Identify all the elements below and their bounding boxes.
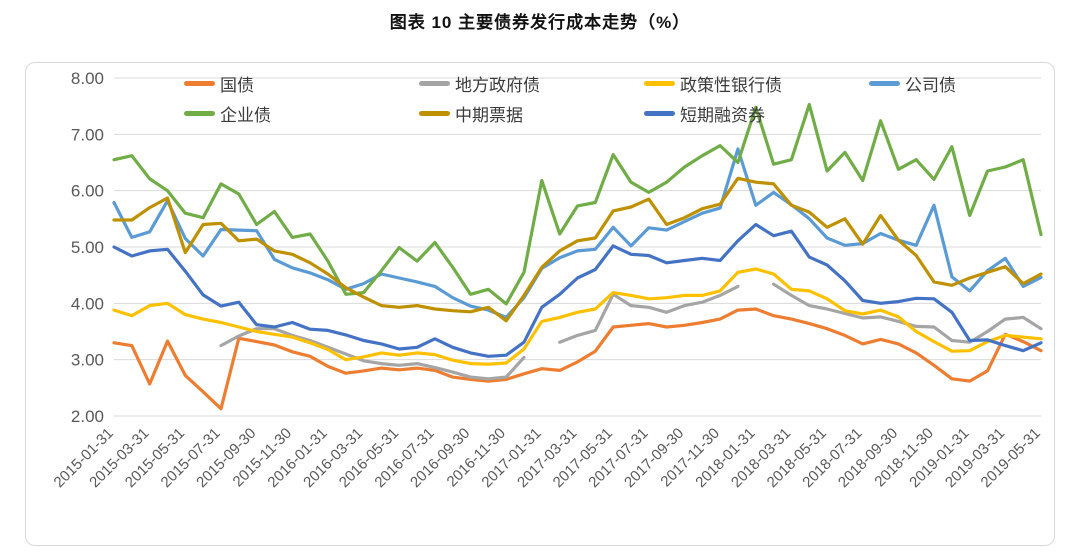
chart-area: 国债 地方政府债 政策性银行债 公司债 企业债 中期票据 bbox=[25, 62, 1055, 546]
legend-item-corporate-bond: 公司债 bbox=[869, 72, 956, 95]
series-line-企业债 bbox=[112, 102, 1043, 306]
chart-title: 图表 10 主要债券发行成本走势（%） bbox=[389, 13, 691, 32]
legend-item-medium-term-note: 中期票据 bbox=[419, 102, 523, 125]
legend-item-policy-bank-bond: 政策性银行债 bbox=[644, 72, 782, 95]
y-axis-tick-label: 4.00 bbox=[71, 294, 104, 313]
legend-swatch-treasury-bond bbox=[184, 80, 215, 86]
series-line-政策性银行债 bbox=[112, 267, 1043, 366]
legend-label: 企业债 bbox=[220, 105, 271, 125]
legend: 国债 地方政府债 政策性银行债 公司债 企业债 中期票据 bbox=[26, 63, 1054, 133]
y-axis-tick-label: 6.00 bbox=[71, 182, 104, 201]
y-axis-tick-label: 2.00 bbox=[71, 407, 104, 426]
series-line-短期融资券 bbox=[112, 222, 1043, 358]
legend-item-local-government-bond: 地方政府债 bbox=[419, 72, 540, 95]
y-axis-tick-label: 8.00 bbox=[71, 69, 104, 88]
legend-item-enterprise-bond: 企业债 bbox=[184, 102, 271, 125]
legend-label: 短期融资券 bbox=[680, 105, 765, 125]
legend-swatch-short-term-financing-bill bbox=[644, 110, 675, 116]
series-line-地方政府债 bbox=[558, 284, 740, 344]
legend-swatch-medium-term-note bbox=[419, 110, 450, 116]
legend-item-treasury-bond: 国债 bbox=[184, 72, 254, 95]
series-line-国债 bbox=[112, 307, 1043, 411]
plot-svg: 8.007.006.005.004.003.002.002015-01-3120… bbox=[51, 69, 1044, 491]
y-axis-tick-label: 5.00 bbox=[71, 238, 104, 257]
legend-label: 中期票据 bbox=[455, 105, 523, 125]
legend-label: 地方政府债 bbox=[455, 75, 540, 95]
legend-item-short-term-financing-bill: 短期融资券 bbox=[644, 102, 765, 125]
legend-label: 公司债 bbox=[905, 75, 956, 95]
legend-swatch-enterprise-bond bbox=[184, 110, 215, 116]
legend-swatch-policy-bank-bond bbox=[644, 80, 675, 86]
series-line-地方政府债 bbox=[219, 327, 526, 381]
series-line-中期票据 bbox=[112, 176, 1043, 323]
series-line-公司债 bbox=[112, 147, 1043, 319]
legend-swatch-local-government-bond bbox=[419, 80, 450, 86]
y-axis-tick-label: 3.00 bbox=[71, 351, 104, 370]
legend-label: 国债 bbox=[220, 75, 254, 95]
legend-swatch-corporate-bond bbox=[869, 80, 900, 86]
y-axis-tick-label: 7.00 bbox=[71, 125, 104, 144]
legend-label: 政策性银行债 bbox=[680, 75, 782, 95]
